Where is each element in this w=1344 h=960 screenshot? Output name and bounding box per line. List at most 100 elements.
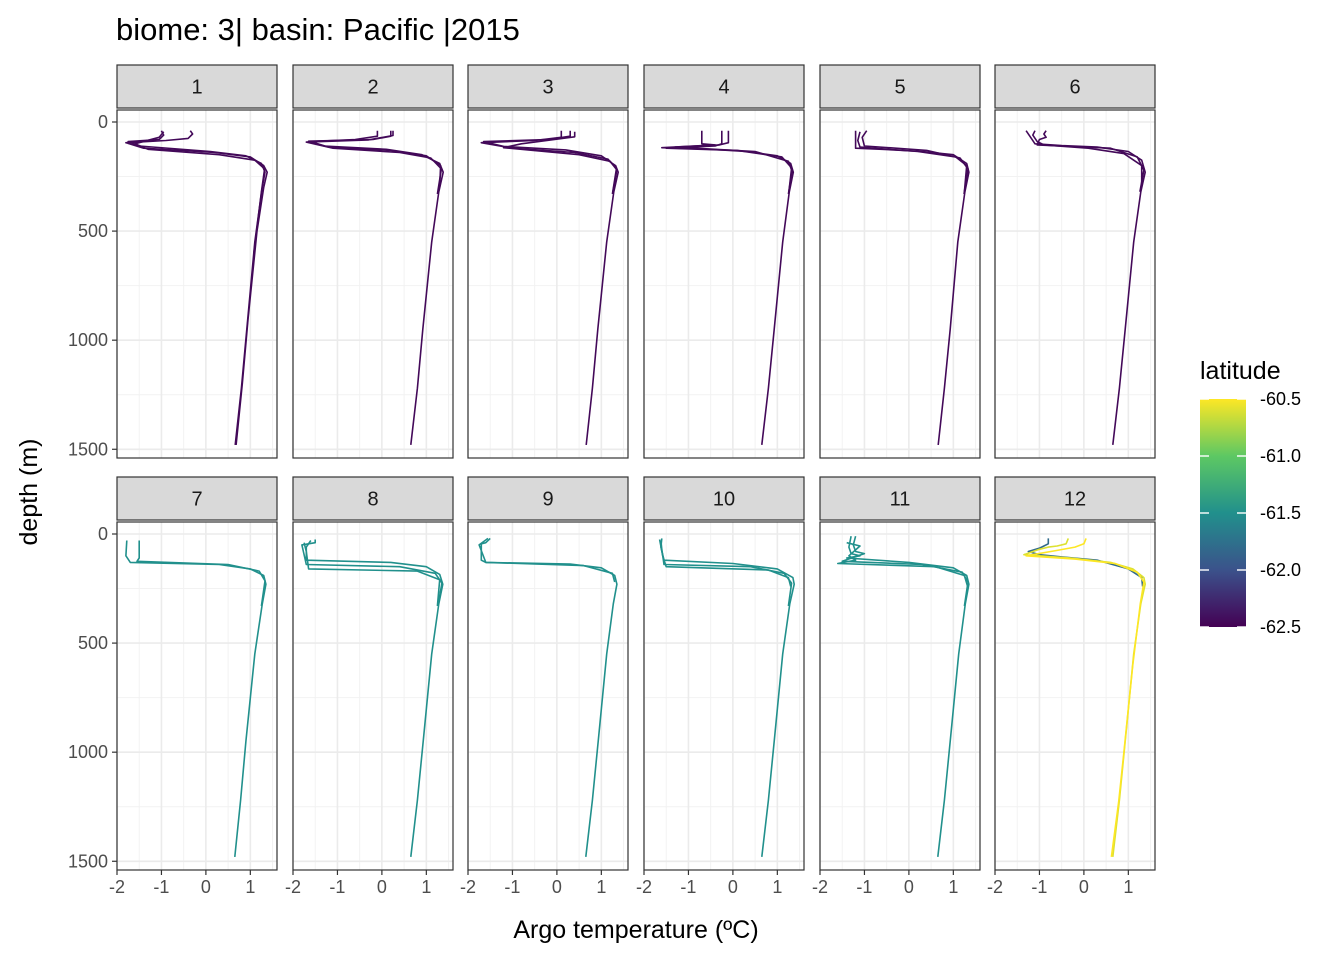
facet-panel-1: 1: [116, 64, 278, 459]
facet-panel-4: 4: [643, 64, 805, 459]
x-axis-title: Argo temperature (ºC): [513, 916, 758, 944]
x-tick-label: -1: [856, 877, 872, 897]
facet-panel-11: 11: [819, 476, 981, 871]
profile-line: [136, 540, 266, 607]
facet-panel-10: 10: [643, 476, 805, 871]
facet-strip-label: 12: [1064, 489, 1086, 511]
panel-border: [467, 521, 629, 871]
facet-strip: [467, 476, 629, 521]
profile-line: [305, 130, 443, 195]
facet-strip-label: 1: [191, 77, 202, 99]
x-tick-label: 0: [1079, 877, 1089, 897]
legend-tick-label: -62.0: [1260, 560, 1301, 580]
x-tick-label: -1: [1031, 877, 1047, 897]
legend-tick-label: -61.0: [1260, 446, 1301, 466]
y-tick-label: 0: [98, 112, 108, 132]
x-tick-label: 0: [377, 877, 387, 897]
facet-panel-12: 12: [994, 476, 1156, 871]
facet-strip-label: 5: [894, 77, 905, 99]
chart-title: biome: 3| basin: Pacific |2015: [116, 12, 520, 47]
facet-strip: [994, 64, 1156, 109]
facet-strip: [819, 64, 981, 109]
x-tick-label: -2: [460, 877, 476, 897]
profile-line: [1025, 130, 1146, 445]
panel-border: [292, 521, 454, 871]
panel-background: [995, 110, 1155, 458]
panel-border: [643, 109, 805, 459]
facet-strip-label: 8: [367, 489, 378, 511]
x-tick-label: 1: [1123, 877, 1133, 897]
facet-strip: [819, 476, 981, 521]
y-tick-label: 500: [78, 633, 108, 653]
y-axes: 0 500 1000 1500 0 500 1000 1500: [68, 112, 117, 871]
panel-background: [117, 110, 277, 458]
profile-line: [837, 541, 969, 587]
facet-strip-label: 10: [713, 489, 735, 511]
y-tick-label: 1000: [68, 742, 108, 762]
x-tick-label: -1: [153, 877, 169, 897]
panel-background: [820, 522, 980, 870]
x-tick-label: 0: [552, 877, 562, 897]
y-tick-label: 1500: [68, 851, 108, 871]
y-tick-label: 1000: [68, 330, 108, 350]
x-tick-label: 1: [421, 877, 431, 897]
profile-line: [301, 539, 443, 607]
facet-strip: [116, 476, 278, 521]
panel-background: [468, 110, 628, 458]
facet-strip-label: 3: [542, 77, 553, 99]
profile-line: [658, 539, 792, 587]
x-tick-label: -2: [109, 877, 125, 897]
panel-border: [292, 109, 454, 459]
profile-line: [861, 130, 969, 195]
x-tick-label: 1: [596, 877, 606, 897]
facet-panel-6: 6: [994, 64, 1156, 459]
x-tick-label: 1: [772, 877, 782, 897]
legend-title: latitude: [1200, 357, 1281, 385]
legend-tick-label: -61.5: [1260, 503, 1301, 523]
legend-tick-label: -62.5: [1260, 617, 1301, 637]
legend-ticks: -60.5 -61.0 -61.5 -62.0 -62.5: [1200, 389, 1301, 637]
facet-strip: [116, 64, 278, 109]
legend: latitude -60.5 -61.0 -61.5 -62.0 -62.5: [1200, 357, 1301, 637]
facet-strip: [994, 476, 1156, 521]
y-tick-label: 1500: [68, 439, 108, 459]
x-axes: -2 -1 0 1 -2 -1 0 1 -2 -1 0 1 -2 -1 0 1 -2 -1 0 1 -2 -1 0 1: [109, 870, 1133, 897]
panel-background: [820, 110, 980, 458]
profile-line: [1036, 130, 1145, 192]
facet-strip: [292, 476, 454, 521]
panel-border: [467, 109, 629, 459]
panel-grid: [292, 110, 453, 458]
facet-panel-3: 3: [467, 64, 629, 459]
x-tick-label: -2: [812, 877, 828, 897]
panel-background: [293, 110, 453, 458]
y-tick-label: 0: [98, 524, 108, 544]
facet-strip-label: 6: [1069, 77, 1080, 99]
facet-panel-9: 9: [467, 476, 629, 871]
facet-strip-label: 4: [718, 77, 729, 99]
facet-strip: [467, 64, 629, 109]
facet-strip: [643, 64, 805, 109]
panel-border: [819, 521, 981, 871]
x-tick-label: 0: [201, 877, 211, 897]
panel-border: [116, 109, 278, 459]
facet-panels: 1 2 3 4 5 67 8 9 10 11 12: [116, 64, 1156, 871]
facet-panel-5: 5: [819, 64, 981, 459]
facet-panel-8: 8: [292, 476, 454, 871]
panel-background: [995, 522, 1155, 870]
facet-strip-label: 9: [542, 489, 553, 511]
panel-border: [819, 109, 981, 459]
panel-background: [468, 522, 628, 870]
x-tick-label: -1: [680, 877, 696, 897]
panel-border: [994, 521, 1156, 871]
profile-line: [478, 537, 616, 583]
panel-border: [643, 521, 805, 871]
profile-line: [1027, 538, 1144, 587]
legend-tick-label: -60.5: [1260, 389, 1301, 409]
x-tick-label: -2: [636, 877, 652, 897]
panel-background: [117, 522, 277, 870]
x-tick-label: -1: [329, 877, 345, 897]
x-tick-label: 0: [904, 877, 914, 897]
x-tick-label: -2: [987, 877, 1003, 897]
x-tick-label: 1: [948, 877, 958, 897]
